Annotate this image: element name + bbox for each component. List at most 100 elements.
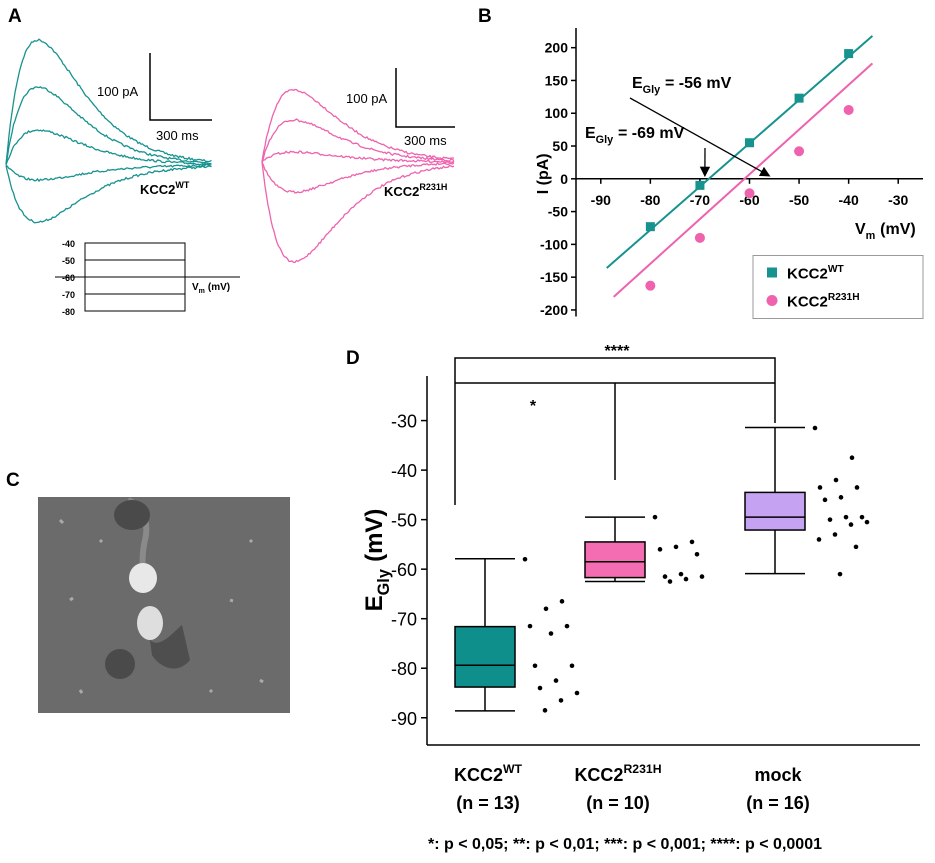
point [543,606,549,612]
label-text: KCC2 [140,182,175,197]
point [864,519,870,525]
current-trace [261,88,455,163]
y-tick-label: -40 [391,461,417,481]
y-tick-label: -50 [548,204,568,220]
text-part: Gly [596,134,614,146]
point [662,574,668,579]
legend-marker [766,295,778,306]
protocol-level: -40 [62,239,75,249]
point [694,232,705,243]
point [559,599,565,604]
point [849,455,855,461]
y-tick-label: 200 [545,40,569,56]
point [542,708,548,713]
point [548,631,554,636]
point [558,698,564,703]
y-tick-label: -70 [391,610,417,630]
point [859,514,865,520]
fit-line [613,62,874,298]
x-tick-label: KCC2WT [454,762,523,785]
annotation: EGly = -56 mV [632,75,732,96]
point [569,663,575,669]
annotation: EGly = -69 mV [585,125,685,146]
x-tick-label: -50 [789,192,809,208]
protocol-level: -70 [62,290,75,300]
axis-sub: m [199,288,205,295]
point [853,544,859,550]
protocol-level: -80 [62,307,75,317]
y-tick-label: -100 [540,236,568,252]
scale-label: 100 pA [97,84,139,99]
x-tick-label: -40 [839,192,859,208]
y-tick-label: 150 [545,72,569,88]
point [745,138,754,148]
y-axis-label: EGly (mV) [361,509,393,612]
point [537,685,543,691]
point [574,690,580,696]
x-tick-label: KCC2R231H [574,762,661,785]
panel-label: C [6,470,20,491]
point [794,93,804,103]
axis-unit: (mV) [208,282,230,293]
current-trace [5,163,212,183]
text-part: KCC2 [787,294,828,311]
point [695,180,705,190]
y-tick-label: -50 [391,511,417,531]
trace-label: KCC2R231H [384,182,447,199]
point [817,485,823,490]
x-tick-label: -90 [591,192,611,208]
text-part: R231H [828,292,860,303]
text-part: E [361,595,388,611]
text-part: V [855,221,866,238]
trace-label: KCC2WT [140,180,190,197]
x-tick-label: mock [754,765,802,785]
box [584,541,646,579]
y-tick-label: 100 [545,105,569,121]
panel-label: A [8,6,22,27]
text-part: WT [503,762,523,776]
point [553,678,559,683]
panel-label: D [346,348,360,369]
point [645,222,655,232]
protocol-level: -50 [62,256,75,266]
text-part: Gly [643,84,661,96]
x-tick-count: (n = 16) [746,793,810,813]
scale-bar [149,53,455,128]
scale-label: 100 pA [346,91,388,106]
x-tick-label: -80 [640,192,660,208]
text-part: E [632,75,643,92]
x-tick-label: -30 [888,192,908,208]
point [843,104,854,115]
point [822,497,828,503]
current-trace [261,150,455,164]
label-sup: R231H [419,182,447,192]
text-part: mock [754,765,802,785]
point [794,146,805,157]
significance-bracket [454,357,776,505]
text-part: = -56 mV [665,75,732,92]
point [678,571,684,577]
point [837,571,843,577]
text-part: Gly [375,569,393,595]
y-tick-label: 0 [560,171,568,187]
text-part: E [585,125,596,142]
current-trace [261,162,455,263]
micrograph [38,497,290,713]
box [454,625,516,688]
point [673,544,679,550]
scale-label: 300 ms [404,133,447,148]
point [832,532,838,537]
current-trace [5,129,212,166]
fit-line [606,35,874,269]
point [848,522,854,527]
y-tick-label: -200 [540,302,568,318]
x-tick-count: (n = 10) [586,793,650,813]
label-text: KCC2 [384,184,419,199]
x-tick-label: -70 [690,192,710,208]
current-trace [5,164,212,224]
point [522,556,528,562]
point [564,623,570,629]
legend-entry: KCC2R231H [787,292,860,311]
current-trace [5,86,212,165]
